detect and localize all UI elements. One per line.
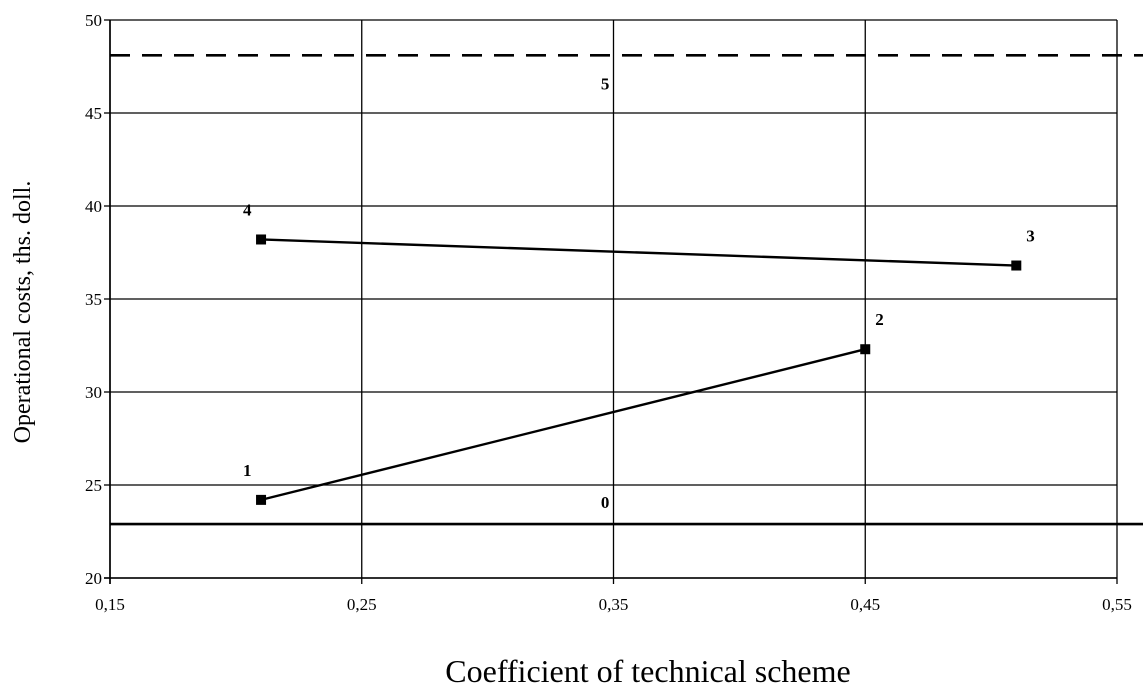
series-group: 1 2 4 3 [243,200,1035,505]
data-point-label: 2 [875,310,884,329]
data-point-label: 3 [1026,227,1035,246]
data-point-marker [256,234,267,245]
x-tick-label: 0,15 [95,595,125,614]
data-point-marker [1011,260,1022,271]
y-tick-label: 45 [85,104,102,123]
x-tick-labels: 0,15 0,25 0,35 0,45 0,55 [95,595,1132,614]
data-point-label: 4 [243,200,252,219]
data-point-label: 1 [243,461,252,480]
series-line [261,238,1017,267]
y-tick-label: 25 [85,476,102,495]
y-tick-label: 30 [85,383,102,402]
x-tick-label: 0,25 [347,595,377,614]
reference-line-label: 5 [601,74,610,93]
y-tick-label: 50 [85,11,102,30]
x-tick-label: 0,35 [599,595,629,614]
y-tick-label: 35 [85,290,102,309]
grid [104,19,1118,584]
reference-line-label: 0 [601,493,610,512]
data-point-marker [256,494,267,505]
y-tick-label: 40 [85,197,102,216]
y-tick-labels: 20 25 30 35 40 45 50 [85,11,102,588]
y-tick-label: 20 [85,569,102,588]
data-point-marker [860,344,871,355]
x-axis-title: Coefficient of technical scheme [445,653,850,689]
x-tick-label: 0,55 [1102,595,1132,614]
reference-lines: 05 [110,54,1143,526]
x-tick-label: 0,45 [850,595,880,614]
y-axis-title: Operational costs, ths. doll. [10,181,36,444]
series-line [260,348,866,502]
